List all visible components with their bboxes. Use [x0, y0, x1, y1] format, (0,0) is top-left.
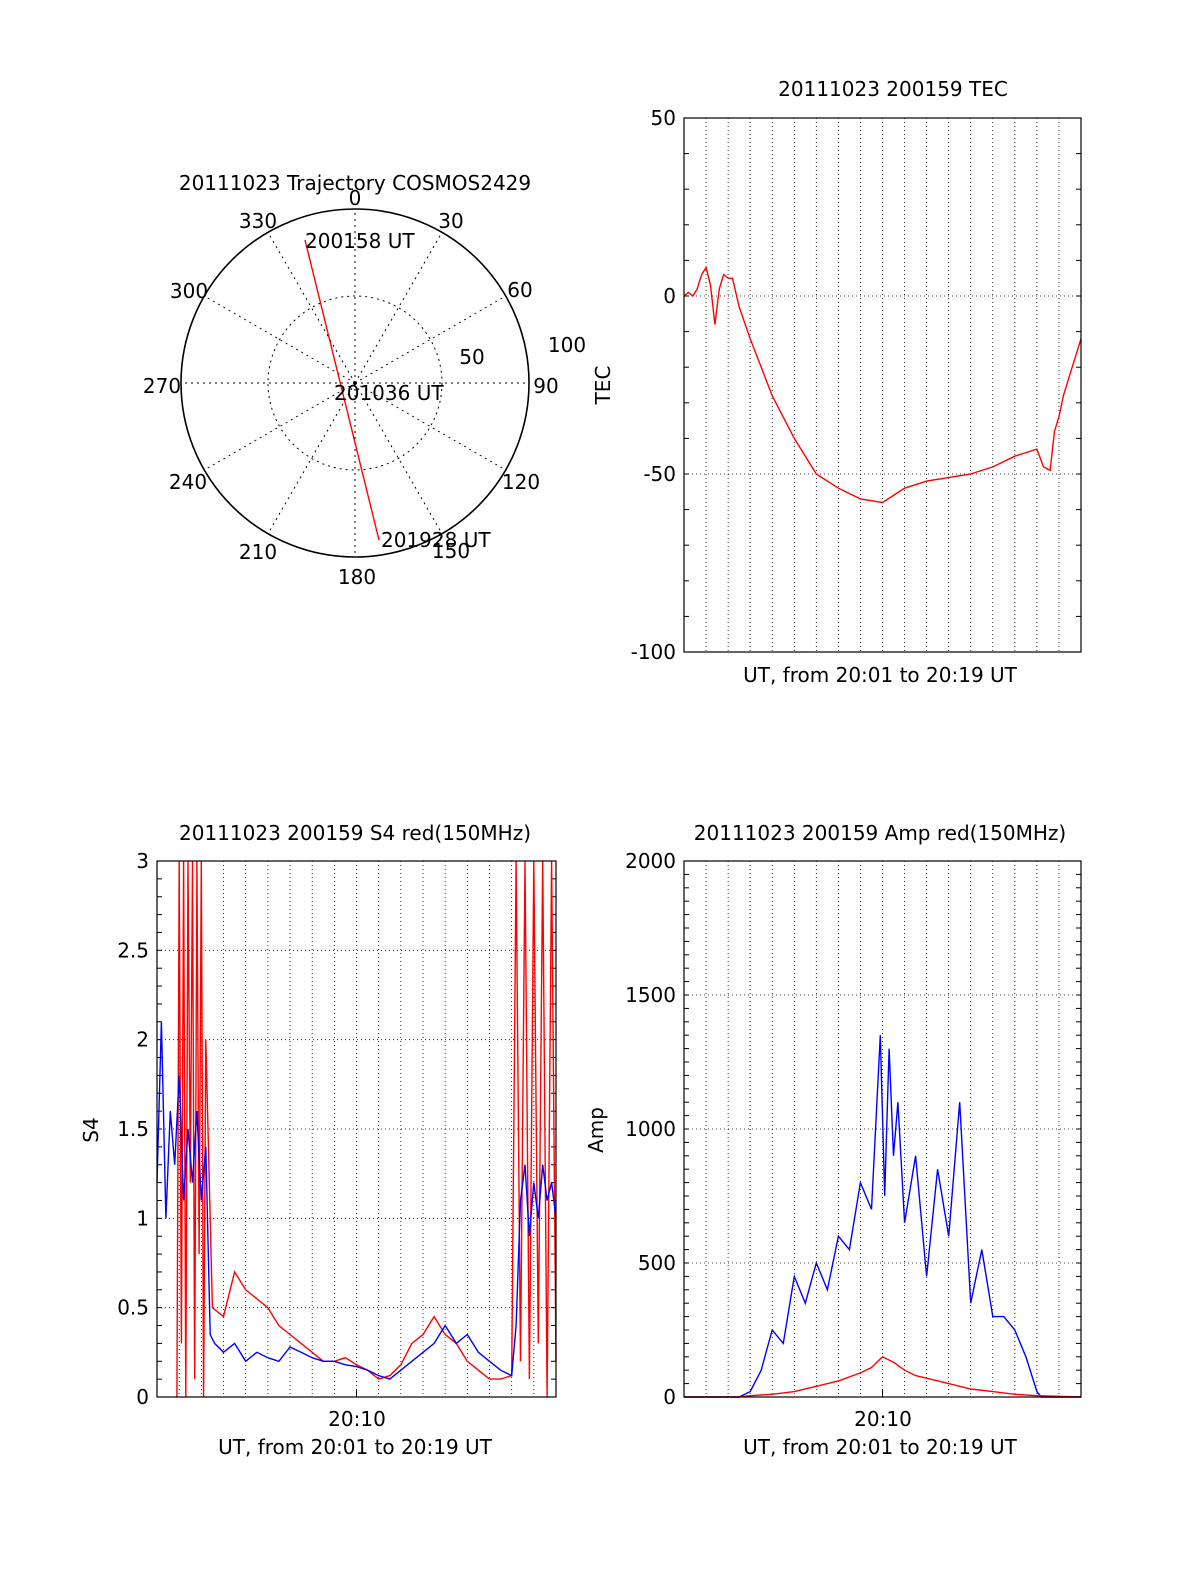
s4-ytick-label: 1.5: [117, 1117, 149, 1141]
amp-xtick: 20:10: [854, 1407, 912, 1431]
polar-title: 20111023 Trajectory COSMOS2429: [179, 171, 531, 195]
polar-angle-label: 0: [349, 186, 362, 210]
polar-spoke: [354, 382, 506, 471]
polar-radial-label: 50: [459, 345, 484, 369]
polar-radial-label: 100: [548, 333, 586, 357]
polar-angle-label: 300: [170, 279, 208, 303]
tec-ylabel: TEC: [591, 366, 615, 406]
polar-angle-label: 330: [239, 209, 277, 233]
amp-ytick-label: 1000: [625, 1117, 676, 1141]
polar-trajectory-label: 201036 UT: [334, 381, 444, 405]
polar-trajectory-line: [304, 239, 380, 541]
polar-angle-label: 150: [432, 539, 470, 563]
tec-ytick-label: 0: [663, 284, 676, 308]
s4-xlabel: UT, from 20:01 to 20:19 UT: [218, 1435, 493, 1459]
s4-chart-panel: 20111023 200159 S4 red(150MHz) 20:10 UT,…: [79, 821, 557, 1459]
s4-ytick-label: 1: [136, 1206, 149, 1230]
polar-trajectory-label: 200158 UT: [305, 229, 415, 253]
polar-spoke: [267, 232, 356, 384]
tec-chart-panel: 20111023 200159 TEC UT, from 20:01 to 20…: [591, 77, 1082, 687]
polar-angle-label: 30: [438, 209, 463, 233]
s4-xtick: 20:10: [328, 1407, 386, 1431]
amp-ytick-label: 2000: [625, 849, 676, 873]
amp-chart-panel: 20111023 200159 Amp red(150MHz) 20:10 UT…: [584, 821, 1082, 1459]
s4-ytick-label: 2.5: [117, 938, 149, 962]
amp-title: 20111023 200159 Amp red(150MHz): [694, 821, 1066, 845]
polar-angle-label: 60: [507, 278, 532, 302]
polar-spoke: [354, 382, 443, 534]
s4-ytick-label: 0: [136, 1385, 149, 1409]
polar-spoke: [267, 382, 356, 534]
amp-ylabel: Amp: [584, 1107, 608, 1153]
polar-spoke: [354, 232, 443, 384]
amp-ytick-label: 500: [638, 1251, 676, 1275]
amp-series-red: [684, 1355, 1082, 1398]
tec-axes-frame: [683, 117, 1082, 653]
polar-angle-label: 180: [338, 565, 376, 589]
s4-ytick-label: 3: [136, 849, 149, 873]
amp-ytick-label: 1500: [625, 983, 676, 1007]
polar-angle-label: 90: [533, 374, 558, 398]
polar-spoke: [204, 295, 356, 384]
polar-angle-label: 120: [502, 470, 540, 494]
polar-angle-label: 240: [169, 470, 207, 494]
polar-spoke: [354, 295, 506, 384]
amp-series-blue: [684, 1035, 1081, 1398]
s4-series-blue: [156, 1021, 557, 1380]
polar-trajectory-label: 201928 UT: [381, 528, 491, 552]
amp-xlabel: UT, from 20:01 to 20:19 UT: [743, 1435, 1018, 1459]
polar-angle-label: 210: [239, 540, 277, 564]
polar-outer-circle: [180, 208, 530, 558]
polar-spoke: [204, 382, 356, 471]
tec-ytick-label: -50: [643, 462, 676, 486]
s4-ylabel: S4: [79, 1117, 103, 1142]
tec-ytick-label: 50: [651, 106, 676, 130]
tec-series-red: [683, 265, 1082, 504]
s4-ytick-label: 2: [136, 1028, 149, 1052]
polar-trajectory-panel: 20111023 Trajectory COSMOS2429 0 30 60 90 12…: [143, 171, 586, 589]
amp-ytick-label: 0: [663, 1385, 676, 1409]
s4-ytick-label: 0.5: [117, 1296, 149, 1320]
s4-title: 20111023 200159 S4 red(150MHz): [179, 821, 531, 845]
tec-ytick-label: -100: [631, 640, 676, 664]
polar-inner-circle: [267, 295, 443, 471]
polar-angle-label: 270: [143, 374, 181, 398]
tec-title: 20111023 200159 TEC: [778, 77, 1008, 101]
tec-xlabel: UT, from 20:01 to 20:19 UT: [743, 663, 1018, 687]
